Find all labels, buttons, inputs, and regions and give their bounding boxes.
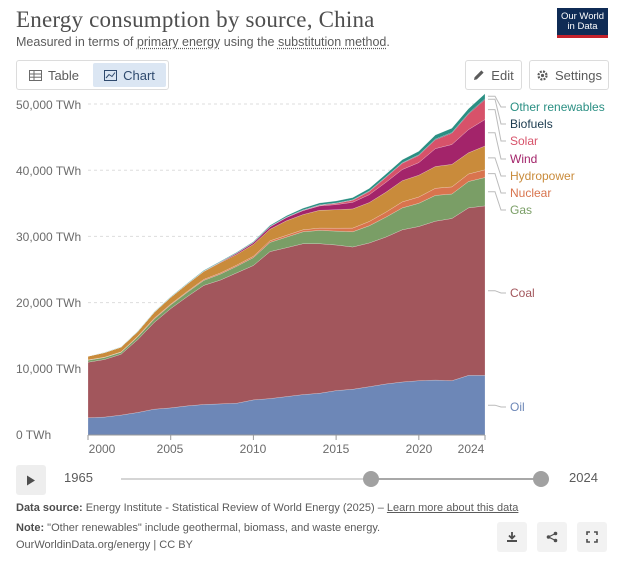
y-tick-label: 20,000 TWh: [16, 296, 82, 310]
timeline-start-handle[interactable]: [363, 471, 379, 487]
table-icon: [28, 69, 42, 81]
timeline-selected-range[interactable]: [371, 478, 541, 480]
view-tabs: Table Chart: [16, 60, 169, 90]
legend-oil[interactable]: Oil: [510, 400, 525, 414]
download-button[interactable]: [497, 522, 527, 552]
legend-connector: [488, 191, 506, 211]
x-tick-label: 2010: [239, 442, 267, 456]
y-tick-label: 30,000 TWh: [16, 230, 82, 244]
fullscreen-icon: [586, 531, 598, 543]
legend-gas[interactable]: Gas: [510, 203, 533, 217]
y-tick-label: 10,000 TWh: [16, 362, 82, 376]
legend-connector: [488, 95, 506, 108]
legend-connector: [488, 290, 506, 294]
page-subtitle: Measured in terms of primary energy usin…: [16, 35, 390, 49]
gear-icon: [537, 69, 548, 81]
tab-table[interactable]: Table: [17, 61, 91, 89]
legend-other-renewables[interactable]: Other renewables: [510, 100, 605, 114]
y-tick-label: 40,000 TWh: [16, 164, 82, 178]
timeline-start-label: 1965: [64, 470, 93, 485]
legend-biofuels[interactable]: Biofuels: [510, 117, 553, 131]
legend-connector: [488, 157, 506, 177]
x-tick-label: 2020: [405, 442, 433, 456]
legend-connector: [488, 132, 506, 160]
chart-icon: [104, 69, 118, 81]
legend-connector: [488, 98, 506, 125]
legend-wind[interactable]: Wind: [510, 152, 538, 166]
legend-nuclear[interactable]: Nuclear: [510, 186, 552, 200]
x-tick-label: 2000: [88, 442, 116, 456]
fullscreen-button[interactable]: [577, 522, 607, 552]
settings-button[interactable]: Settings: [529, 60, 609, 90]
learn-more-link[interactable]: Learn more about this data: [386, 502, 519, 514]
x-tick-label: 2015: [322, 442, 350, 456]
area-other-renewables: [87, 93, 486, 357]
substitution-method-link[interactable]: substitution method: [277, 35, 387, 49]
y-tick-label: 50,000 TWh: [16, 98, 82, 112]
legend-connector: [488, 404, 506, 408]
legend-coal[interactable]: Coal: [510, 286, 535, 300]
credit-line[interactable]: OurWorldinData.org/energy | CC BY: [16, 539, 193, 551]
x-tick-label: 2024: [457, 442, 485, 456]
data-source: Data source: Energy Institute - Statisti…: [16, 502, 519, 514]
x-tick-label: 2005: [156, 442, 184, 456]
primary-energy-link[interactable]: primary energy: [136, 35, 221, 49]
owid-logo[interactable]: Our World in Data: [557, 8, 608, 38]
timeline-track[interactable]: [121, 478, 542, 480]
timeline-end-handle[interactable]: [533, 471, 549, 487]
play-icon: [27, 475, 35, 485]
share-icon: [546, 531, 558, 543]
legend-hydropower[interactable]: Hydropower: [510, 169, 575, 183]
legend-connector: [488, 109, 506, 142]
page-title: Energy consumption by source, China: [16, 7, 375, 32]
y-tick-label: 0 TWh: [16, 428, 52, 442]
chart-note: Note: "Other renewables" include geother…: [16, 522, 381, 534]
edit-button[interactable]: Edit: [465, 60, 522, 90]
download-icon: [507, 532, 517, 542]
tab-chart[interactable]: Chart: [92, 63, 166, 87]
pencil-icon: [474, 70, 484, 80]
share-button[interactable]: [537, 522, 567, 552]
timeline-end-label: 2024: [569, 470, 598, 485]
play-button[interactable]: [16, 465, 46, 495]
legend-connector: [488, 173, 506, 194]
legend-solar[interactable]: Solar: [510, 134, 539, 148]
